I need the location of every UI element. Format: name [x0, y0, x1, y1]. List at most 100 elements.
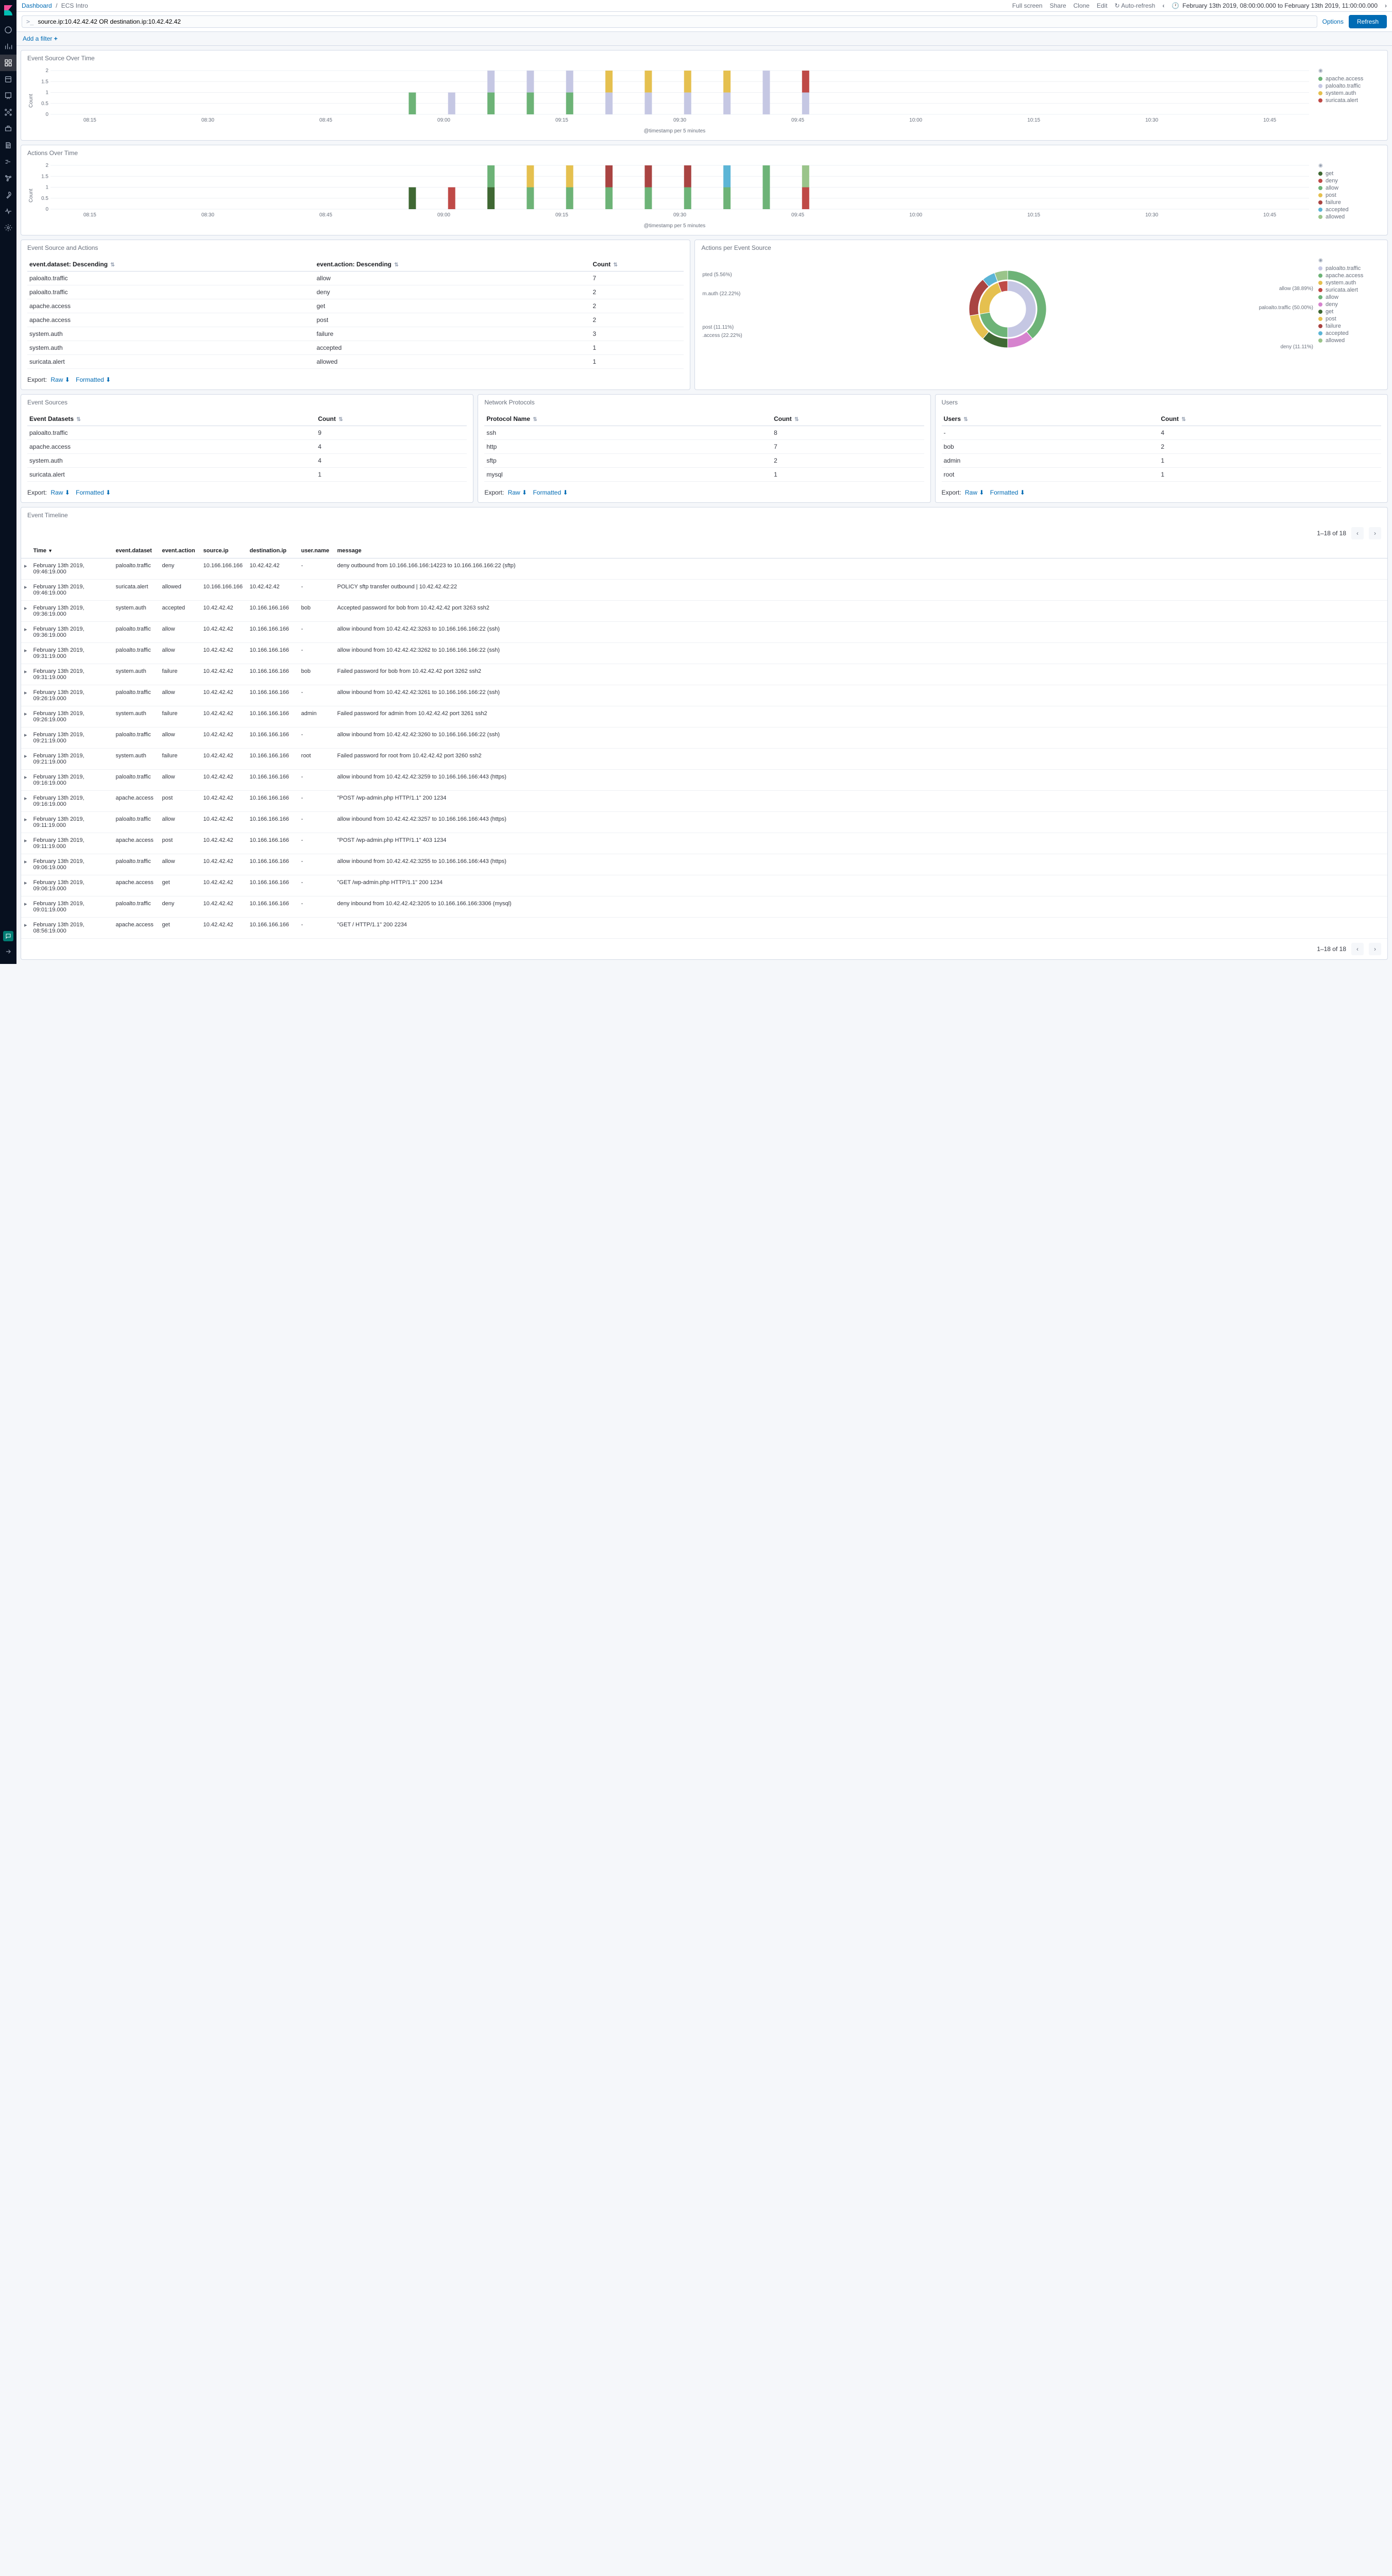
bar-segment[interactable] — [487, 71, 495, 93]
legend-item[interactable]: allowed — [1318, 337, 1381, 344]
timeline-row[interactable]: ▸February 13th 2019, 09:36:19.000system.… — [21, 601, 1387, 622]
nav-apm-icon[interactable] — [0, 154, 16, 170]
table-row[interactable]: ssh8 — [484, 426, 924, 440]
table-row[interactable]: paloalto.trafficdeny2 — [27, 285, 684, 299]
legend-item[interactable]: get — [1318, 171, 1381, 177]
bar-segment[interactable] — [644, 165, 652, 188]
bar-segment[interactable] — [527, 165, 534, 188]
table-header[interactable]: event.dataset: Descending ⇅ — [27, 258, 315, 272]
export-raw-link[interactable]: Raw ⬇ — [50, 489, 70, 496]
timeline-row[interactable]: ▸February 13th 2019, 09:16:19.000apache.… — [21, 791, 1387, 812]
legend-collapse-icon[interactable]: ◉ — [1318, 163, 1381, 168]
export-raw-link[interactable]: Raw ⬇ — [965, 489, 984, 496]
export-formatted-link[interactable]: Formatted ⬇ — [76, 489, 111, 496]
pager-next-icon[interactable]: › — [1369, 527, 1381, 539]
bar-segment[interactable] — [644, 93, 652, 115]
timeline-row[interactable]: ▸February 13th 2019, 09:31:19.000paloalt… — [21, 643, 1387, 664]
add-filter-link[interactable]: Add a filter + — [23, 35, 58, 42]
timeline-row[interactable]: ▸February 13th 2019, 08:56:19.000apache.… — [21, 918, 1387, 939]
time-picker[interactable]: 🕐 February 13th 2019, 08:00:00.000 to Fe… — [1172, 2, 1378, 9]
table-row[interactable]: apache.accesspost2 — [27, 313, 684, 327]
expand-row-icon[interactable]: ▸ — [21, 749, 30, 770]
export-formatted-link[interactable]: Formatted ⬇ — [990, 489, 1025, 496]
timeline-row[interactable]: ▸February 13th 2019, 09:16:19.000paloalt… — [21, 770, 1387, 791]
legend-item[interactable]: accepted — [1318, 330, 1381, 336]
nav-graph-icon[interactable] — [0, 170, 16, 187]
expand-row-icon[interactable]: ▸ — [21, 833, 30, 854]
timeline-row[interactable]: ▸February 13th 2019, 09:06:19.000paloalt… — [21, 854, 1387, 875]
bar-segment[interactable] — [644, 71, 652, 93]
bar-segment[interactable] — [723, 93, 731, 115]
bar-segment[interactable] — [684, 188, 691, 210]
timeline-header[interactable]: event.action — [159, 544, 200, 558]
legend-item[interactable]: paloalto.traffic — [1318, 265, 1381, 272]
bar-segment[interactable] — [723, 71, 731, 93]
bar-segment[interactable] — [566, 165, 573, 188]
refresh-button[interactable]: Refresh — [1349, 15, 1387, 28]
bar-segment[interactable] — [605, 165, 613, 188]
legend-item[interactable]: deny — [1318, 178, 1381, 184]
bar-segment[interactable] — [448, 188, 455, 210]
legend-item[interactable]: post — [1318, 316, 1381, 322]
clone-link[interactable]: Clone — [1074, 2, 1090, 9]
auto-refresh-link[interactable]: ↻ Auto-refresh — [1115, 2, 1156, 9]
bar-segment[interactable] — [802, 188, 809, 210]
table-row[interactable]: paloalto.traffic9 — [27, 426, 467, 440]
pager-prev-icon[interactable]: ‹ — [1351, 527, 1364, 539]
legend-collapse-icon[interactable]: ◉ — [1318, 68, 1381, 74]
export-raw-link[interactable]: Raw ⬇ — [50, 376, 70, 383]
expand-row-icon[interactable]: ▸ — [21, 896, 30, 918]
timeline-header[interactable]: message — [334, 544, 1387, 558]
legend-item[interactable]: allow — [1318, 294, 1381, 300]
table-header[interactable]: Count ⇅ — [316, 412, 467, 426]
legend-item[interactable]: suricata.alert — [1318, 287, 1381, 293]
expand-row-icon[interactable]: ▸ — [21, 558, 30, 580]
legend-item[interactable]: accepted — [1318, 207, 1381, 213]
table-header[interactable]: Count ⇅ — [1159, 412, 1381, 426]
bar-segment[interactable] — [527, 188, 534, 210]
timeline-row[interactable]: ▸February 13th 2019, 09:21:19.000paloalt… — [21, 727, 1387, 749]
share-link[interactable]: Share — [1049, 2, 1066, 9]
nav-management-icon[interactable] — [0, 219, 16, 236]
nav-infra-icon[interactable] — [0, 121, 16, 137]
nav-visualize-icon[interactable] — [0, 38, 16, 55]
timeline-row[interactable]: ▸February 13th 2019, 09:46:19.000paloalt… — [21, 558, 1387, 580]
timeline-row[interactable]: ▸February 13th 2019, 09:26:19.000paloalt… — [21, 685, 1387, 706]
time-prev-icon[interactable]: ‹ — [1162, 2, 1164, 9]
bar-segment[interactable] — [487, 188, 495, 210]
bar-segment[interactable] — [605, 188, 613, 210]
table-header[interactable]: Users ⇅ — [942, 412, 1159, 426]
expand-row-icon[interactable]: ▸ — [21, 601, 30, 622]
nav-devtools-icon[interactable] — [0, 187, 16, 203]
table-row[interactable]: system.authfailure3 — [27, 327, 684, 341]
query-input-wrap[interactable]: >_ — [22, 15, 1317, 28]
table-header[interactable]: event.action: Descending ⇅ — [315, 258, 591, 272]
expand-row-icon[interactable]: ▸ — [21, 727, 30, 749]
expand-row-icon[interactable]: ▸ — [21, 664, 30, 685]
table-row[interactable]: root1 — [942, 468, 1381, 482]
timeline-row[interactable]: ▸February 13th 2019, 09:46:19.000suricat… — [21, 580, 1387, 601]
legend-item[interactable]: apache.access — [1318, 273, 1381, 279]
legend-item[interactable]: failure — [1318, 199, 1381, 206]
expand-row-icon[interactable]: ▸ — [21, 812, 30, 833]
expand-row-icon[interactable]: ▸ — [21, 685, 30, 706]
nav-timelion-icon[interactable] — [0, 71, 16, 88]
bar-segment[interactable] — [723, 188, 731, 210]
timeline-row[interactable]: ▸February 13th 2019, 09:01:19.000paloalt… — [21, 896, 1387, 918]
legend-collapse-icon[interactable]: ◉ — [1318, 258, 1381, 263]
legend-item[interactable]: paloalto.traffic — [1318, 83, 1381, 89]
query-options-link[interactable]: Options — [1322, 18, 1344, 25]
nav-dashboard-icon[interactable] — [0, 55, 16, 71]
nav-monitoring-icon[interactable] — [0, 203, 16, 219]
table-row[interactable]: apache.access4 — [27, 440, 467, 454]
bar-segment[interactable] — [409, 93, 416, 115]
expand-row-icon[interactable]: ▸ — [21, 918, 30, 939]
table-row[interactable]: sftp2 — [484, 454, 924, 468]
nav-ml-icon[interactable] — [0, 104, 16, 121]
legend-item[interactable]: allow — [1318, 185, 1381, 191]
timeline-header[interactable]: source.ip — [200, 544, 247, 558]
table-row[interactable]: apache.accessget2 — [27, 299, 684, 313]
table-row[interactable]: suricata.alert1 — [27, 468, 467, 482]
table-row[interactable]: system.auth4 — [27, 454, 467, 468]
bar-segment[interactable] — [684, 165, 691, 188]
